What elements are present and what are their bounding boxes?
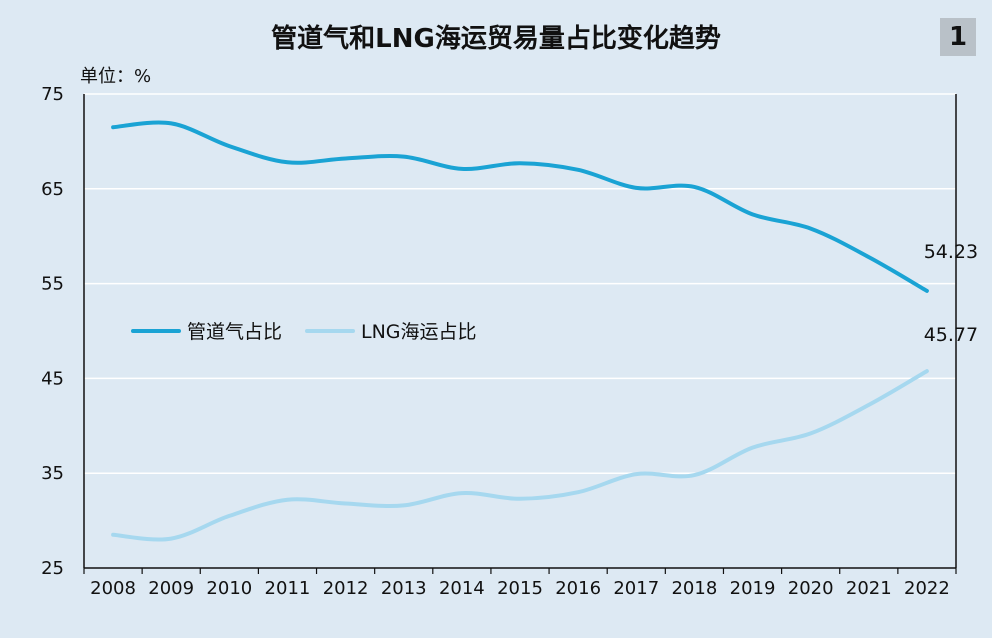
y-tick-label: 55 <box>41 274 64 295</box>
legend: 管道气占比 LNG海运占比 <box>131 321 477 343</box>
x-tick-label: 2018 <box>671 578 717 599</box>
series-lines <box>111 120 929 542</box>
figure-number-badge: 1 <box>940 18 976 56</box>
x-tick-label: 2022 <box>904 578 950 599</box>
end-value-label: 45.77 <box>924 324 978 346</box>
y-tick-label: 35 <box>41 463 64 484</box>
end-value-label: 54.23 <box>924 241 978 263</box>
x-tick-labels: 2008 2009 2010 2011 2012 2013 2014 2015 2016 2017… <box>90 578 950 599</box>
series-line-pipeline <box>111 120 929 293</box>
x-tick-label: 2013 <box>381 578 427 599</box>
x-tick-label: 2014 <box>439 578 485 599</box>
x-tick-label: 2011 <box>265 578 311 599</box>
legend-label: LNG海运占比 <box>361 321 477 343</box>
y-tick-label: 75 <box>41 84 64 105</box>
x-tick-label: 2009 <box>148 578 194 599</box>
grid-lines <box>84 93 956 474</box>
series-line-lng <box>111 369 929 542</box>
x-tick-label: 2020 <box>788 578 834 599</box>
y-tick-labels: 25 35 45 55 65 75 <box>41 84 64 579</box>
x-tick-label: 2015 <box>497 578 543 599</box>
y-tick-label: 65 <box>41 179 64 200</box>
y-tick-label: 25 <box>41 558 64 579</box>
x-tick-label: 2012 <box>323 578 369 599</box>
x-tick-label: 2008 <box>90 578 136 599</box>
x-tick-label: 2017 <box>613 578 659 599</box>
unit-label: 单位：% <box>80 66 152 87</box>
legend-label: 管道气占比 <box>187 321 282 343</box>
y-tick-label: 45 <box>41 368 64 389</box>
data-labels: 54.23 45.77 <box>924 241 978 346</box>
x-tick-label: 2016 <box>555 578 601 599</box>
x-tick-label: 2021 <box>846 578 892 599</box>
chart-title: 管道气和LNG海运贸易量占比变化趋势 <box>271 24 721 54</box>
axes <box>83 94 957 574</box>
x-tick-label: 2019 <box>730 578 776 599</box>
x-tick-label: 2010 <box>206 578 252 599</box>
